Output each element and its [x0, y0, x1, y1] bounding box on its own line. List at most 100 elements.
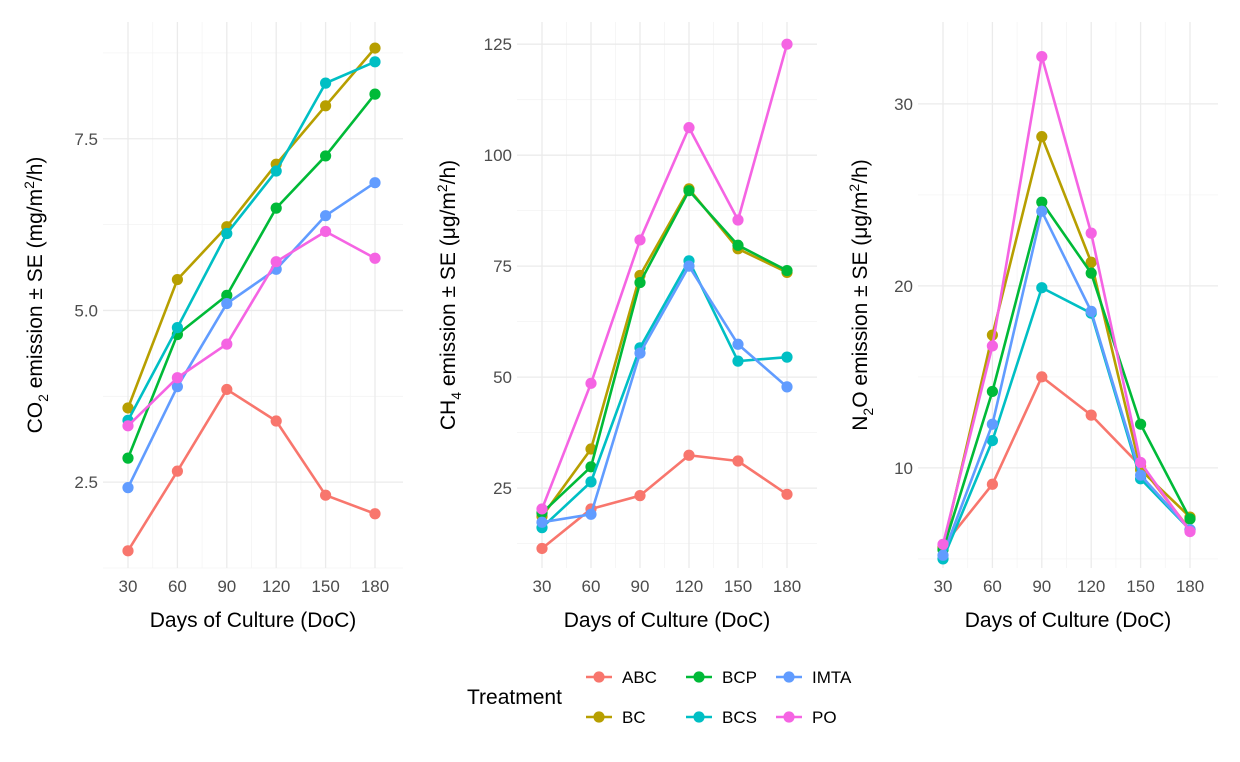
y-tick-label: 2.5 [74, 473, 98, 492]
y-tick-label: 75 [493, 257, 512, 276]
x-tick-label: 60 [983, 577, 1002, 596]
legend-label: BCP [722, 668, 757, 687]
data-point-abc [369, 508, 381, 520]
data-point-po [937, 538, 949, 550]
data-point-bcs [320, 77, 332, 89]
data-point-po [1085, 227, 1097, 239]
data-point-po [369, 252, 381, 264]
data-point-po [536, 503, 548, 515]
x-tick-label: 90 [217, 577, 236, 596]
data-point-bcp [781, 264, 793, 277]
y-tick-label: 125 [484, 35, 512, 54]
x-axis-title: Days of Culture (DoC) [965, 609, 1172, 632]
data-point-bcs [986, 435, 999, 447]
data-point-imta [122, 482, 134, 494]
series-line-bcp [941, 200, 1192, 551]
data-point-bcp [986, 385, 999, 398]
data-point-po [221, 338, 233, 350]
x-tick-label: 90 [631, 577, 650, 596]
legend-item-bcs: BCS [686, 708, 757, 727]
series-line-po [540, 43, 789, 510]
legend-label: BC [622, 708, 646, 727]
data-point-imta [937, 549, 949, 561]
data-point-bcp [683, 185, 695, 197]
x-tick-label: 30 [533, 577, 552, 596]
y-tick-label: 5.0 [74, 301, 98, 320]
series-line-bcs [541, 259, 788, 529]
data-point-imta [369, 177, 381, 189]
y-axis-title: CH4 emission ± SE (μg/m2/h) [434, 160, 464, 430]
legend-item-abc: ABC [586, 668, 657, 687]
data-point-bcp [122, 452, 134, 464]
data-point-po [634, 234, 646, 246]
data-point-imta [1085, 305, 1097, 317]
data-point-imta [171, 381, 183, 393]
x-tick-label: 180 [1176, 577, 1204, 596]
y-axis-title: CO2 emission ± SE (mg/m2/h) [21, 157, 51, 434]
data-point-po [781, 38, 793, 50]
data-point-po [1184, 526, 1196, 538]
data-point-po [320, 225, 332, 238]
data-point-bcp [634, 276, 646, 289]
data-point-po [683, 122, 695, 134]
data-point-bcp [320, 150, 332, 162]
series-line-bcs [126, 60, 376, 421]
x-tick-label: 150 [311, 577, 339, 596]
legend-item-bc: BC [586, 708, 646, 727]
data-point-abc [171, 465, 183, 477]
y-tick-label: 7.5 [74, 130, 98, 149]
data-point-bcp [270, 202, 282, 214]
series-line-imta [126, 181, 376, 489]
data-point-abc [634, 490, 646, 502]
data-point-bcp [1085, 267, 1097, 279]
data-point-imta [781, 381, 793, 393]
data-point-bcp [1135, 418, 1147, 430]
x-tick-label: 180 [361, 577, 389, 596]
data-point-po [171, 372, 183, 384]
y-tick-label: 100 [484, 146, 512, 165]
legend-key-point [693, 671, 705, 683]
data-point-bc [320, 100, 332, 112]
data-point-abc [1085, 409, 1097, 421]
series-line-bcp [126, 93, 377, 459]
legend-label: PO [812, 708, 837, 727]
data-point-bcp [369, 88, 381, 100]
data-point-po [585, 377, 597, 389]
legend-key-point [693, 711, 705, 723]
y-tick-label: 10 [894, 459, 913, 478]
data-point-abc [986, 478, 999, 490]
legend-title: Treatment [467, 686, 562, 709]
data-point-po [270, 256, 282, 268]
data-point-bcs [732, 355, 744, 367]
data-point-imta [683, 260, 695, 272]
data-point-bcs [221, 227, 233, 240]
x-axis-title: Days of Culture (DoC) [150, 609, 357, 632]
data-point-po [732, 214, 744, 226]
legend-label: ABC [622, 668, 657, 687]
data-point-imta [221, 297, 233, 310]
data-point-bc [171, 273, 183, 286]
data-point-bcp [1184, 513, 1196, 525]
series-line-imta [541, 264, 788, 524]
data-point-abc [781, 488, 793, 500]
x-tick-label: 120 [675, 577, 703, 596]
series-line-bc [941, 135, 1191, 549]
data-point-bc [122, 402, 134, 414]
legend-items: ABC BC BCP BCS IMTA PO [586, 668, 852, 727]
legend-item-bcp: BCP [686, 668, 757, 687]
data-point-imta [320, 210, 332, 222]
legend: Treatment ABC BC BCP BCS IMTA PO [467, 668, 852, 727]
x-axis-title: Days of Culture (DoC) [564, 609, 771, 632]
series-line-abc [126, 388, 376, 552]
data-point-imta [986, 418, 999, 430]
data-point-bcs [270, 165, 282, 177]
y-tick-label: 50 [493, 368, 512, 387]
y-axis-title: N2O emission ± SE (μg/m2/h) [846, 159, 876, 430]
data-point-bc [1085, 256, 1097, 268]
series-line-bcs [941, 286, 1191, 560]
series-line-bc [540, 187, 788, 518]
legend-key-point [593, 711, 605, 723]
series-line-po [127, 230, 376, 427]
